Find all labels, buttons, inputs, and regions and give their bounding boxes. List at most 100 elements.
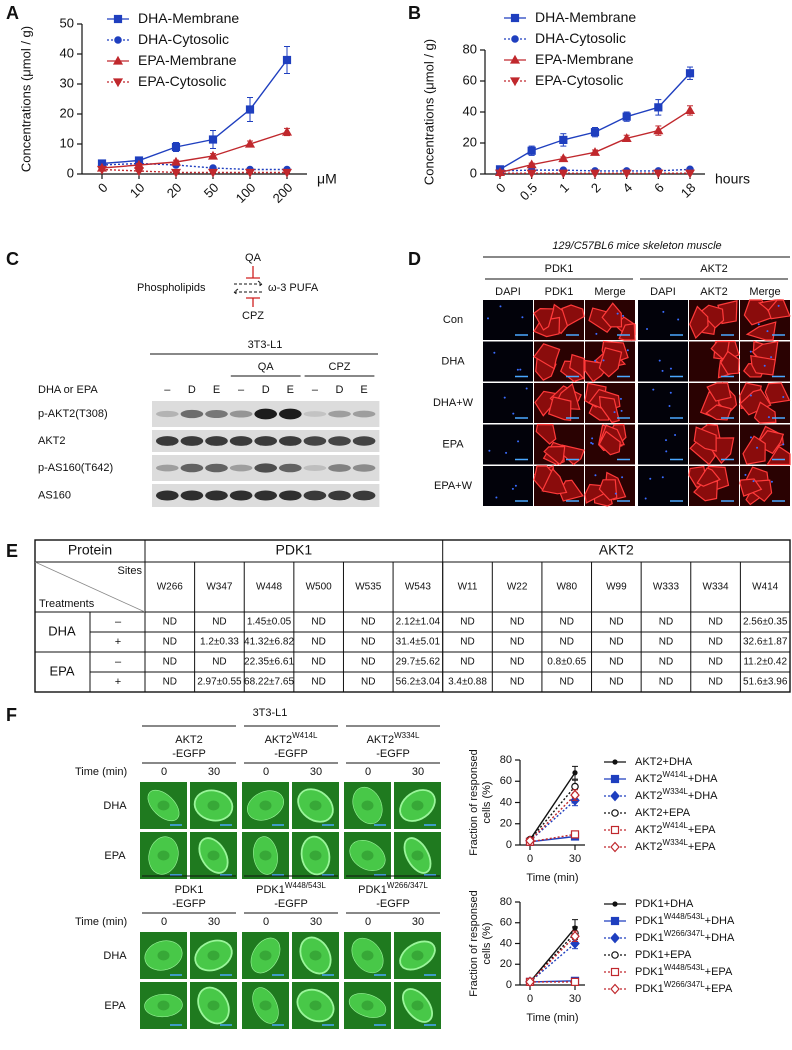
micrograph <box>740 299 791 341</box>
lane-label: D <box>262 384 270 396</box>
micrograph <box>394 782 441 829</box>
nucleus <box>521 316 524 319</box>
image-bg <box>638 466 688 506</box>
cell-line: 3T3-L1 <box>253 707 288 719</box>
band <box>155 436 179 446</box>
nucleus <box>626 349 629 352</box>
inhibit-bottom <box>246 297 260 307</box>
time-label: 30 <box>412 766 424 778</box>
marker <box>610 983 620 995</box>
x-axis-label: Time (min) <box>526 1012 578 1024</box>
inhibit-top <box>246 266 260 279</box>
nucleus <box>594 359 597 362</box>
marker <box>610 841 620 853</box>
treatment-label: DHA <box>48 623 76 638</box>
nucleus <box>763 364 766 367</box>
histology-title: 129/C57BL6 mice skeleton muscle <box>552 240 721 252</box>
micrograph <box>242 932 289 979</box>
y-tick-label: 20 <box>463 134 477 149</box>
table-cell: ND <box>212 657 226 668</box>
micrograph <box>585 423 635 465</box>
nucleus <box>516 368 519 371</box>
table-cell: ND <box>163 617 177 628</box>
marker <box>170 156 182 166</box>
panel-letter: A <box>6 3 19 23</box>
table-cell: ND <box>659 657 673 668</box>
cell <box>696 467 721 487</box>
micrograph <box>740 424 791 466</box>
table-cell: ND <box>361 657 375 668</box>
nucleus <box>514 484 517 487</box>
legend-label: PDK1+EPA <box>635 949 692 961</box>
cell <box>535 423 557 445</box>
micrograph <box>483 383 533 423</box>
panel-letter: D <box>408 249 421 269</box>
band <box>254 408 278 420</box>
y-tick-label: 60 <box>500 775 512 787</box>
table-cell: 1.45±0.05 <box>247 617 292 628</box>
table-cell: ND <box>708 677 722 688</box>
legend-treatment: +EPA <box>705 983 733 995</box>
marker <box>559 135 568 144</box>
legend-label: DHA-Membrane <box>138 10 239 26</box>
micrograph <box>584 466 635 507</box>
marker <box>570 977 580 986</box>
micrograph <box>292 782 339 829</box>
image-bg <box>638 300 688 340</box>
legend-treatment: +EPA <box>688 824 716 836</box>
site-label: W414 <box>752 582 779 593</box>
nucleus <box>594 474 597 477</box>
marker <box>208 135 218 144</box>
micrograph <box>638 383 688 423</box>
construct-tag: -EGFP <box>274 748 308 760</box>
legend-treatment: +EPA <box>688 841 716 853</box>
row-label: DHA <box>103 800 127 812</box>
band <box>155 464 179 472</box>
histology-column: Merge <box>594 286 625 298</box>
nucleus <box>591 442 594 445</box>
nucleus <box>309 800 322 811</box>
micrograph <box>394 832 441 879</box>
micrograph <box>483 341 533 382</box>
micrograph <box>689 300 739 340</box>
marker <box>112 78 124 88</box>
table-cell: ND <box>311 617 325 628</box>
legend-label: PDK1W448/543L+EPA <box>635 963 733 978</box>
nucleus <box>770 356 773 359</box>
nucleus <box>207 950 220 961</box>
micrograph <box>140 832 187 879</box>
legend-mutation: W334L <box>663 787 689 796</box>
table-cell: ND <box>609 637 623 648</box>
nucleus <box>661 369 664 372</box>
legend-name: AKT2 <box>635 756 663 768</box>
site-label: W266 <box>157 582 184 593</box>
lane-label: – <box>312 384 319 396</box>
histology-row: DHA+W <box>433 397 474 409</box>
marker <box>245 105 255 114</box>
legend-name: AKT2 <box>635 773 663 785</box>
table-header: Sites <box>118 565 143 577</box>
legend-label: AKT2W334L+EPA <box>635 838 716 853</box>
marker <box>612 901 618 907</box>
table-cell: ND <box>163 677 177 688</box>
nucleus <box>668 404 671 407</box>
cell <box>706 382 732 402</box>
nucleus <box>661 476 664 479</box>
row-label: DHA <box>103 950 127 962</box>
marker <box>114 36 122 44</box>
micrograph <box>190 782 237 829</box>
cell <box>598 396 620 424</box>
nucleus <box>411 950 424 961</box>
legend-mutation: W414L <box>663 770 689 779</box>
nucleus <box>157 950 170 961</box>
band <box>254 436 278 446</box>
marker <box>570 830 580 839</box>
image-bg <box>638 383 688 423</box>
cell <box>543 445 566 466</box>
band <box>303 490 327 501</box>
series-line <box>529 942 576 983</box>
marker <box>244 168 256 178</box>
table-header: AKT2 <box>599 542 634 558</box>
table-cell: ND <box>460 617 474 628</box>
table-cell: ND <box>361 637 375 648</box>
